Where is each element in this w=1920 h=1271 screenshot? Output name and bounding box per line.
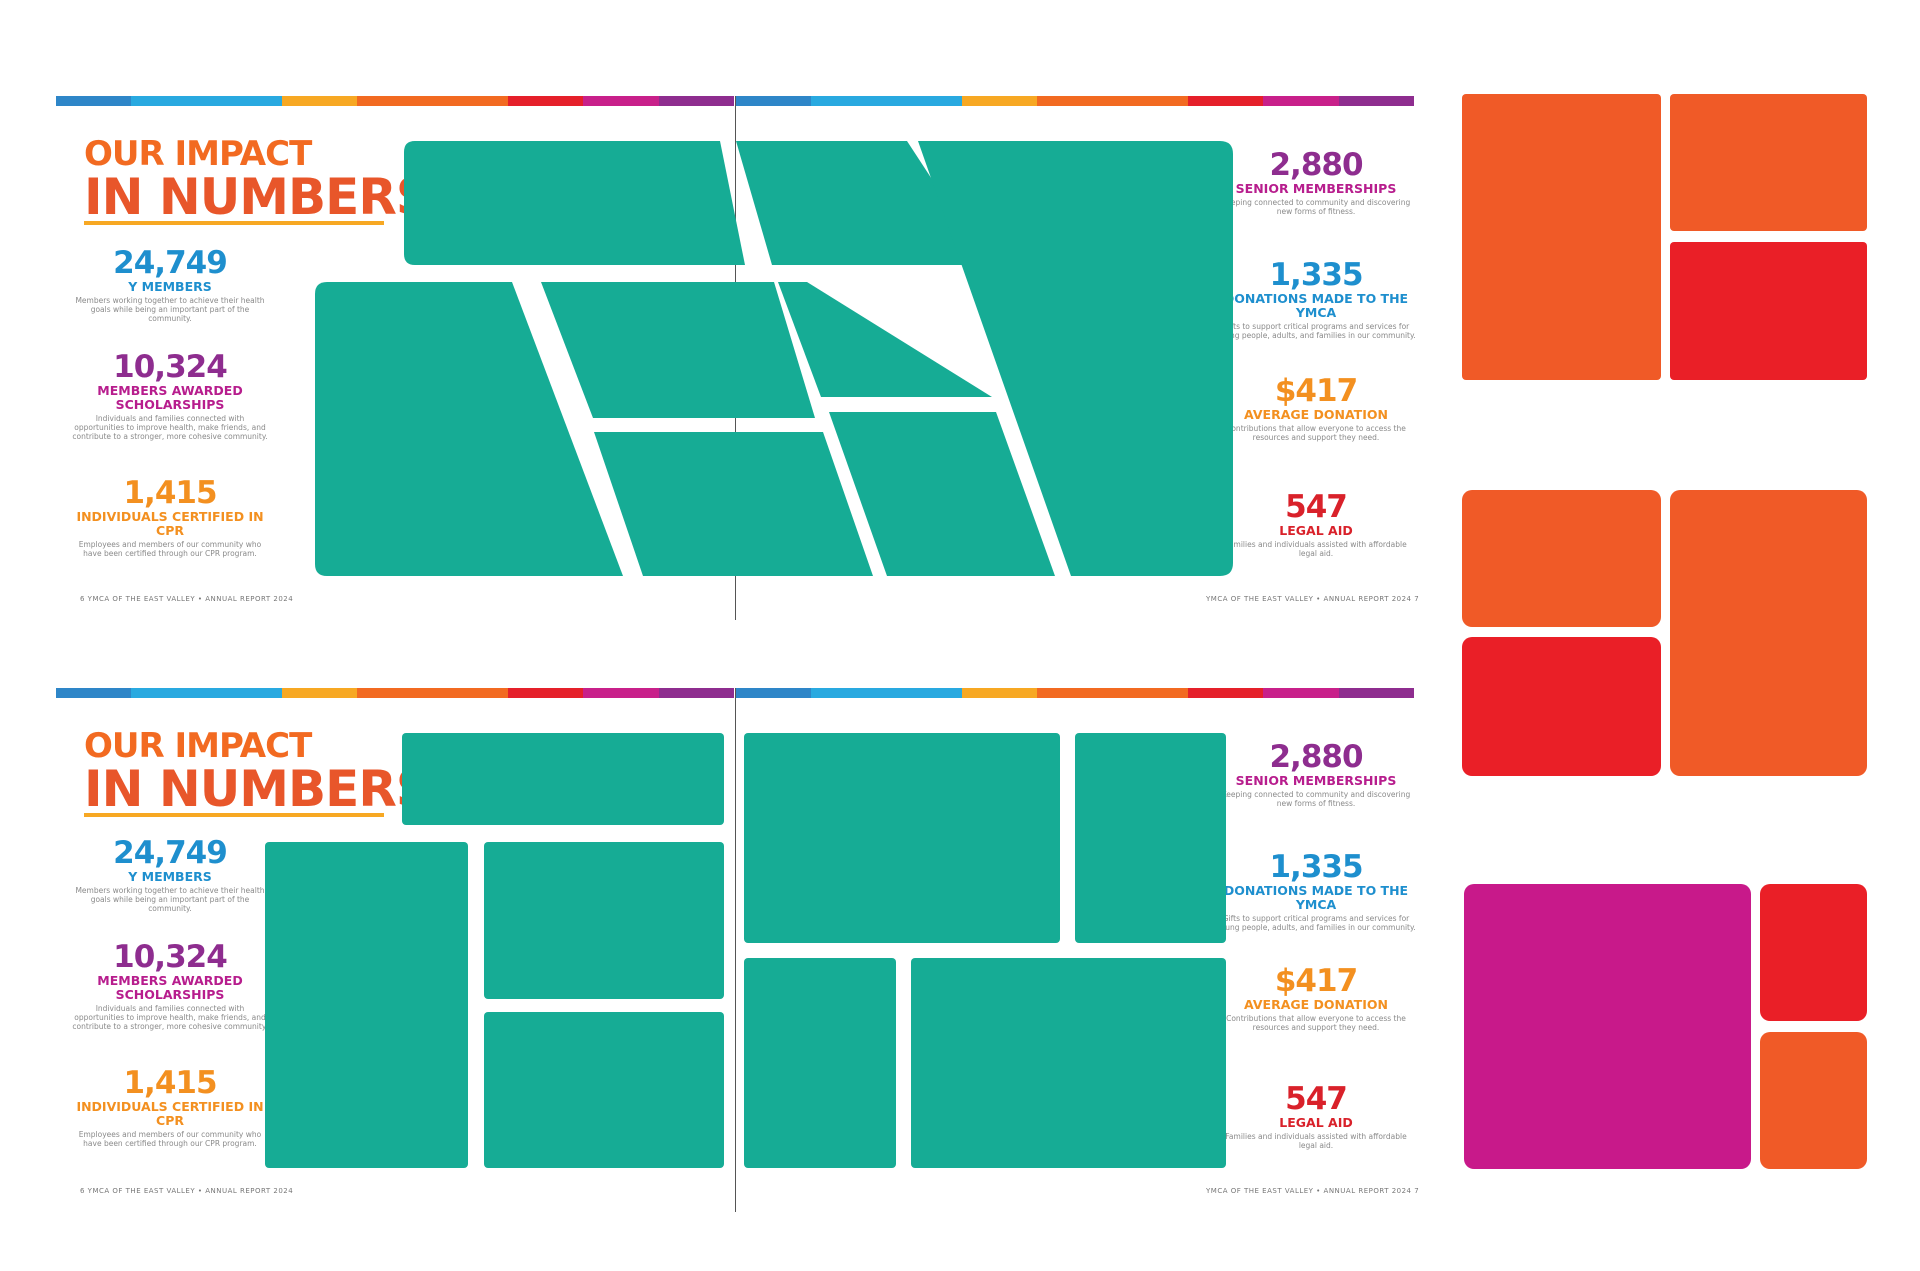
stat-number: $417 [1274, 963, 1358, 999]
layout-tile-red [1760, 884, 1867, 1021]
stat-cpr: 1,415 INDIVIDUALS CERTIFIED IN CPR Emplo… [70, 1066, 270, 1148]
photo-placeholder [744, 733, 1060, 943]
stat-label: LEGAL AID [1279, 523, 1353, 538]
stat-number: 1,335 [1269, 849, 1363, 885]
stat-number: 10,324 [113, 939, 228, 975]
stat-number: 547 [1285, 1081, 1348, 1117]
photo-placeholder [484, 842, 724, 999]
folio-right: YMCA OF THE EAST VALLEY • ANNUAL REPORT … [1206, 1187, 1420, 1195]
folio-left: 6 YMCA OF THE EAST VALLEY • ANNUAL REPOR… [80, 1187, 294, 1195]
stat-desc: Gifts to support critical programs and s… [1216, 914, 1416, 932]
stat-y-members: 24,749 Y MEMBERS Members working togethe… [70, 246, 270, 323]
photo-placeholder [404, 141, 745, 265]
photo-placeholder [484, 1012, 724, 1168]
heading-line2: IN NUMBERS [84, 168, 432, 226]
stat-number: 1,415 [123, 475, 217, 511]
stat-label: DONATIONS MADE TO THE YMCA [1223, 291, 1409, 320]
stat-scholarships: 10,324 MEMBERS AWARDED SCHOLARSHIPS Indi… [70, 350, 270, 441]
stat-label: SENIOR MEMBERSHIPS [1235, 773, 1397, 788]
stat-desc: Keeping connected to community and disco… [1221, 198, 1411, 216]
layout-tile-red [1462, 637, 1661, 776]
stat-number: $417 [1274, 373, 1358, 409]
stat-avg-donation: $417 AVERAGE DONATION Contributions that… [1216, 964, 1416, 1032]
layout-tile-orange [1462, 94, 1661, 380]
stat-number: 547 [1285, 489, 1348, 525]
photo-placeholder [744, 958, 896, 1168]
stat-desc: Employees and members of our community w… [78, 540, 262, 558]
heading-underline [84, 221, 384, 225]
stat-number: 24,749 [113, 835, 228, 871]
stat-donations: 1,335 DONATIONS MADE TO THE YMCA Gifts t… [1216, 850, 1416, 932]
spread-spine [735, 688, 736, 1212]
photo-placeholder [315, 282, 623, 576]
stat-number: 10,324 [113, 349, 228, 385]
stat-label: INDIVIDUALS CERTIFIED IN CPR [76, 509, 264, 538]
stat-label: SENIOR MEMBERSHIPS [1235, 181, 1397, 196]
stat-label: DONATIONS MADE TO THE YMCA [1223, 883, 1409, 912]
stat-avg-donation: $417 AVERAGE DONATION Contributions that… [1216, 374, 1416, 442]
layout-tile-orange [1760, 1032, 1867, 1169]
stat-desc: Individuals and families connected with … [72, 414, 268, 441]
stat-desc: Keeping connected to community and disco… [1221, 790, 1411, 808]
stat-desc: Families and individuals assisted with a… [1225, 1132, 1407, 1150]
stat-label: LEGAL AID [1279, 1115, 1353, 1130]
layout-tile-red [1670, 242, 1867, 380]
stat-label: Y MEMBERS [128, 869, 212, 884]
stat-label: AVERAGE DONATION [1244, 407, 1388, 422]
stat-desc: Employees and members of our community w… [78, 1130, 262, 1148]
photo-placeholder [778, 282, 992, 397]
photo-placeholder [911, 958, 1226, 1168]
stat-label: AVERAGE DONATION [1244, 997, 1388, 1012]
stat-label: Y MEMBERS [128, 279, 212, 294]
color-stripe-left [56, 96, 734, 106]
layout-tile-magenta [1464, 884, 1751, 1169]
layout-tile-orange [1462, 490, 1661, 627]
stat-desc: Gifts to support critical programs and s… [1216, 322, 1416, 340]
folio-right: YMCA OF THE EAST VALLEY • ANNUAL REPORT … [1206, 595, 1420, 603]
photo-placeholder [736, 141, 988, 265]
stat-cpr: 1,415 INDIVIDUALS CERTIFIED IN CPR Emplo… [70, 476, 270, 558]
stat-number: 1,335 [1269, 257, 1363, 293]
stat-desc: Contributions that allow everyone to acc… [1226, 424, 1406, 442]
heading-underline [84, 813, 384, 817]
stat-number: 2,880 [1269, 739, 1363, 775]
stat-desc: Families and individuals assisted with a… [1225, 540, 1407, 558]
layout-tile-orange [1670, 490, 1867, 776]
stat-desc: Members working together to achieve thei… [75, 296, 265, 323]
stat-label: MEMBERS AWARDED SCHOLARSHIPS [97, 383, 243, 412]
stat-number: 24,749 [113, 245, 228, 281]
photo-placeholder [541, 282, 815, 418]
photo-placeholder [402, 733, 724, 825]
photo-placeholder [1075, 733, 1226, 943]
folio-left: 6 YMCA OF THE EAST VALLEY • ANNUAL REPOR… [80, 595, 294, 603]
stat-desc: Individuals and families connected with … [72, 1004, 268, 1031]
color-stripe-right [736, 96, 1414, 106]
stat-scholarships: 10,324 MEMBERS AWARDED SCHOLARSHIPS Indi… [70, 940, 270, 1031]
stat-label: INDIVIDUALS CERTIFIED IN CPR [76, 1099, 264, 1128]
stat-number: 1,415 [123, 1065, 217, 1101]
stat-label: MEMBERS AWARDED SCHOLARSHIPS [97, 973, 243, 1002]
color-stripe-left [56, 688, 734, 698]
heading-line2: IN NUMBERS [84, 760, 432, 818]
photo-placeholder [829, 412, 1055, 576]
color-stripe-right [736, 688, 1414, 698]
stat-legal-aid: 547 LEGAL AID Families and individuals a… [1216, 490, 1416, 558]
layout-tile-orange [1670, 94, 1867, 231]
stat-legal-aid: 547 LEGAL AID Families and individuals a… [1216, 1082, 1416, 1150]
stat-y-members: 24,749 Y MEMBERS Members working togethe… [70, 836, 270, 913]
stat-senior: 2,880 SENIOR MEMBERSHIPS Keeping connect… [1216, 148, 1416, 216]
stat-donations: 1,335 DONATIONS MADE TO THE YMCA Gifts t… [1216, 258, 1416, 340]
stat-desc: Contributions that allow everyone to acc… [1226, 1014, 1406, 1032]
heading-line1: OUR IMPACT [84, 726, 312, 766]
photo-placeholder [265, 842, 468, 1168]
heading-line1: OUR IMPACT [84, 134, 312, 174]
photo-placeholder [918, 141, 1233, 576]
stat-senior: 2,880 SENIOR MEMBERSHIPS Keeping connect… [1216, 740, 1416, 808]
stat-number: 2,880 [1269, 147, 1363, 183]
stat-desc: Members working together to achieve thei… [75, 886, 265, 913]
photo-placeholder [594, 432, 873, 576]
